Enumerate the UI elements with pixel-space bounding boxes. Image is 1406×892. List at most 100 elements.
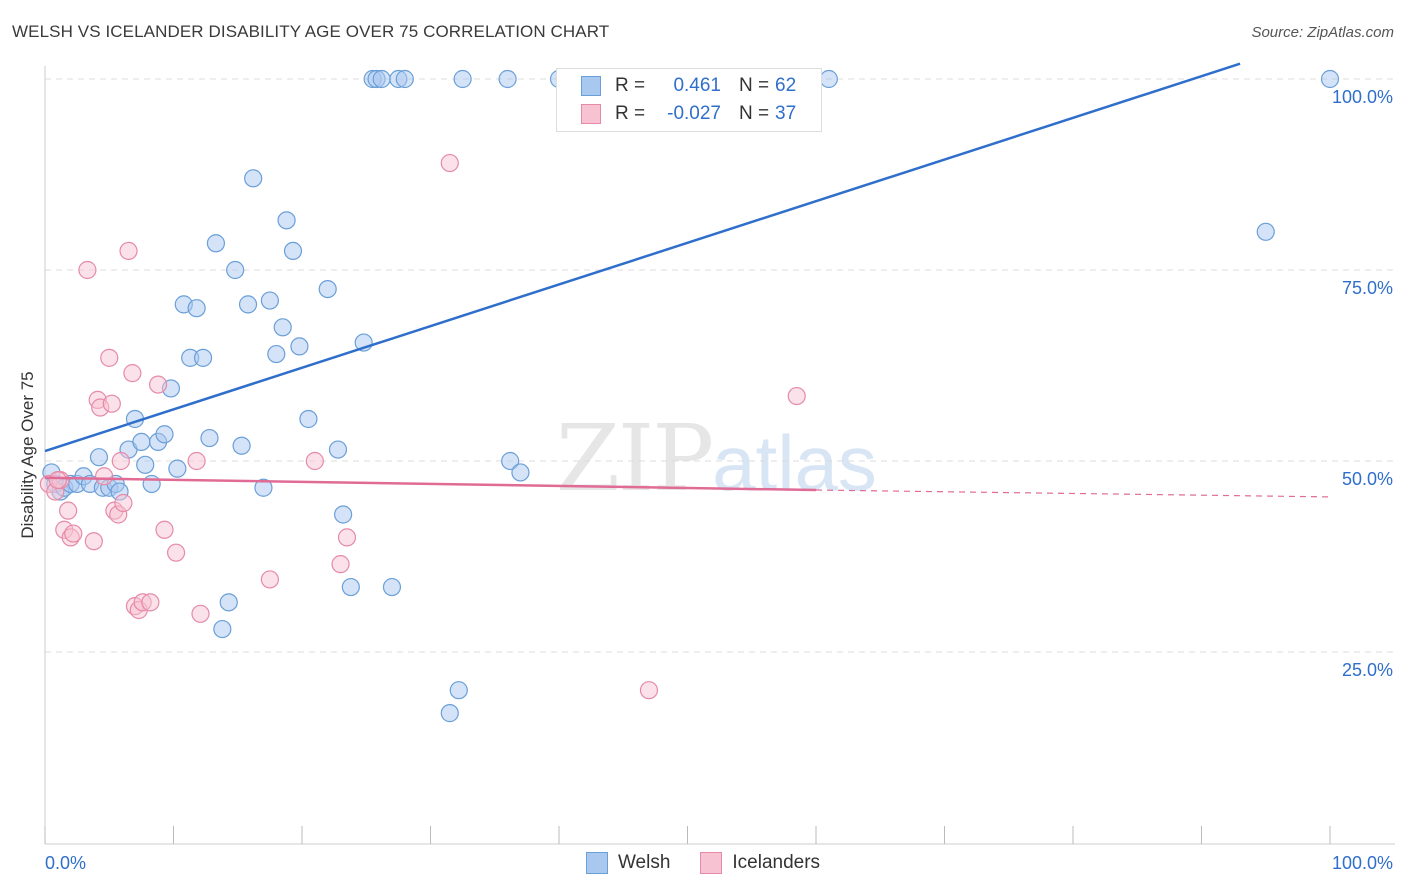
x-tick-label: 0.0% bbox=[45, 853, 86, 873]
point-welsh bbox=[453, 69, 472, 89]
point-icelanders bbox=[100, 348, 119, 367]
series-legend-label: Icelanders bbox=[732, 852, 821, 873]
point-icelanders bbox=[260, 570, 279, 589]
point-welsh bbox=[206, 234, 226, 253]
point-welsh bbox=[395, 69, 414, 89]
point-welsh bbox=[341, 577, 360, 597]
point-welsh bbox=[213, 619, 232, 639]
point-icelanders bbox=[111, 451, 130, 471]
point-welsh bbox=[232, 436, 251, 455]
watermark-zip: ZIP bbox=[556, 405, 714, 512]
point-welsh bbox=[372, 69, 391, 89]
y-tick-label: 75.0% bbox=[1342, 278, 1393, 298]
point-icelanders bbox=[59, 501, 78, 520]
point-icelanders bbox=[639, 681, 659, 700]
point-welsh bbox=[273, 318, 292, 337]
point-icelanders bbox=[305, 451, 324, 471]
point-welsh bbox=[449, 681, 468, 700]
point-welsh bbox=[142, 474, 161, 494]
legend-swatch-welsh bbox=[581, 76, 601, 96]
watermark: ZIPatlas bbox=[556, 405, 877, 512]
point-welsh bbox=[155, 425, 174, 444]
point-welsh bbox=[200, 428, 219, 448]
point-welsh bbox=[187, 299, 206, 318]
point-welsh bbox=[219, 593, 238, 612]
legend-r-label: R = bbox=[615, 103, 646, 124]
chart-title: WELSH VS ICELANDER DISABILITY AGE OVER 7… bbox=[12, 22, 610, 41]
point-welsh bbox=[334, 505, 353, 524]
point-welsh bbox=[254, 478, 273, 497]
point-welsh bbox=[501, 451, 520, 471]
legend-r-label: R = bbox=[615, 75, 646, 96]
point-welsh bbox=[89, 448, 109, 467]
point-welsh bbox=[819, 69, 838, 89]
y-axis-label: Disability Age Over 75 bbox=[18, 371, 37, 539]
trend-line-icelanders bbox=[44, 476, 817, 492]
point-welsh bbox=[328, 440, 348, 459]
legend-n-value: 37 bbox=[775, 103, 797, 124]
point-welsh bbox=[132, 432, 151, 451]
point-welsh bbox=[382, 577, 402, 597]
x-tick-label: 100.0% bbox=[1332, 853, 1393, 873]
legend: R = 0.461 N = 62 R = -0.027 N = 37 bbox=[556, 68, 822, 132]
y-tick-label: 50.0% bbox=[1342, 469, 1393, 489]
series-legend-swatch-welsh bbox=[585, 852, 608, 874]
point-welsh bbox=[290, 337, 309, 356]
point-welsh bbox=[277, 211, 296, 230]
point-welsh bbox=[498, 69, 517, 89]
series-legend: Welsh Icelanders bbox=[0, 852, 1406, 874]
y-tick-label: 25.0% bbox=[1342, 660, 1393, 680]
point-icelanders bbox=[337, 528, 357, 547]
point-welsh bbox=[283, 241, 303, 260]
point-welsh bbox=[193, 348, 213, 367]
point-welsh bbox=[136, 455, 155, 474]
point-icelanders bbox=[187, 451, 206, 471]
point-icelanders bbox=[191, 604, 210, 623]
point-icelanders bbox=[155, 520, 174, 539]
point-welsh bbox=[238, 295, 258, 314]
point-welsh bbox=[1256, 222, 1275, 241]
series-legend-welsh: Welsh bbox=[585, 852, 671, 874]
point-icelanders bbox=[331, 555, 350, 574]
point-welsh bbox=[1320, 69, 1340, 89]
point-welsh bbox=[226, 260, 245, 280]
legend-r-value: -0.027 bbox=[667, 103, 721, 124]
point-icelanders bbox=[787, 386, 806, 406]
series-legend-swatch-icelanders bbox=[700, 852, 723, 874]
point-welsh bbox=[260, 291, 279, 310]
point-welsh bbox=[267, 344, 286, 364]
y-tick-label: 100.0% bbox=[1332, 87, 1393, 107]
point-icelanders bbox=[114, 493, 133, 513]
point-welsh bbox=[168, 459, 187, 478]
point-icelanders bbox=[95, 467, 114, 486]
trend-line-icelanders-extension bbox=[815, 489, 1331, 498]
source-label: Source: ZipAtlas.com bbox=[1251, 24, 1394, 41]
legend-n-label: N = bbox=[739, 75, 770, 96]
legend-r-value: 0.461 bbox=[673, 75, 721, 96]
legend-row-welsh: R = 0.461 N = 62 bbox=[581, 73, 796, 99]
point-icelanders bbox=[119, 241, 138, 260]
point-welsh bbox=[511, 463, 530, 482]
point-icelanders bbox=[123, 364, 142, 383]
point-icelanders bbox=[84, 532, 103, 551]
legend-n-value: 62 bbox=[775, 75, 797, 96]
series-legend-icelanders: Icelanders bbox=[700, 852, 820, 874]
watermark-atlas: atlas bbox=[712, 419, 877, 507]
point-icelanders bbox=[141, 593, 160, 612]
point-icelanders bbox=[166, 543, 186, 562]
legend-swatch-icelanders bbox=[581, 104, 601, 124]
point-icelanders bbox=[102, 394, 121, 413]
point-icelanders bbox=[148, 375, 168, 394]
point-welsh bbox=[244, 169, 263, 188]
point-icelanders bbox=[48, 471, 67, 490]
series-legend-label: Welsh bbox=[617, 852, 671, 873]
point-welsh bbox=[299, 409, 318, 429]
legend-n-label: N = bbox=[739, 103, 770, 124]
trend-line-welsh bbox=[44, 62, 1241, 453]
point-welsh bbox=[440, 704, 459, 723]
point-icelanders bbox=[78, 260, 97, 280]
point-icelanders bbox=[440, 153, 459, 173]
legend-row-icelanders: R = -0.027 N = 37 bbox=[581, 101, 796, 127]
point-icelanders bbox=[64, 524, 83, 543]
